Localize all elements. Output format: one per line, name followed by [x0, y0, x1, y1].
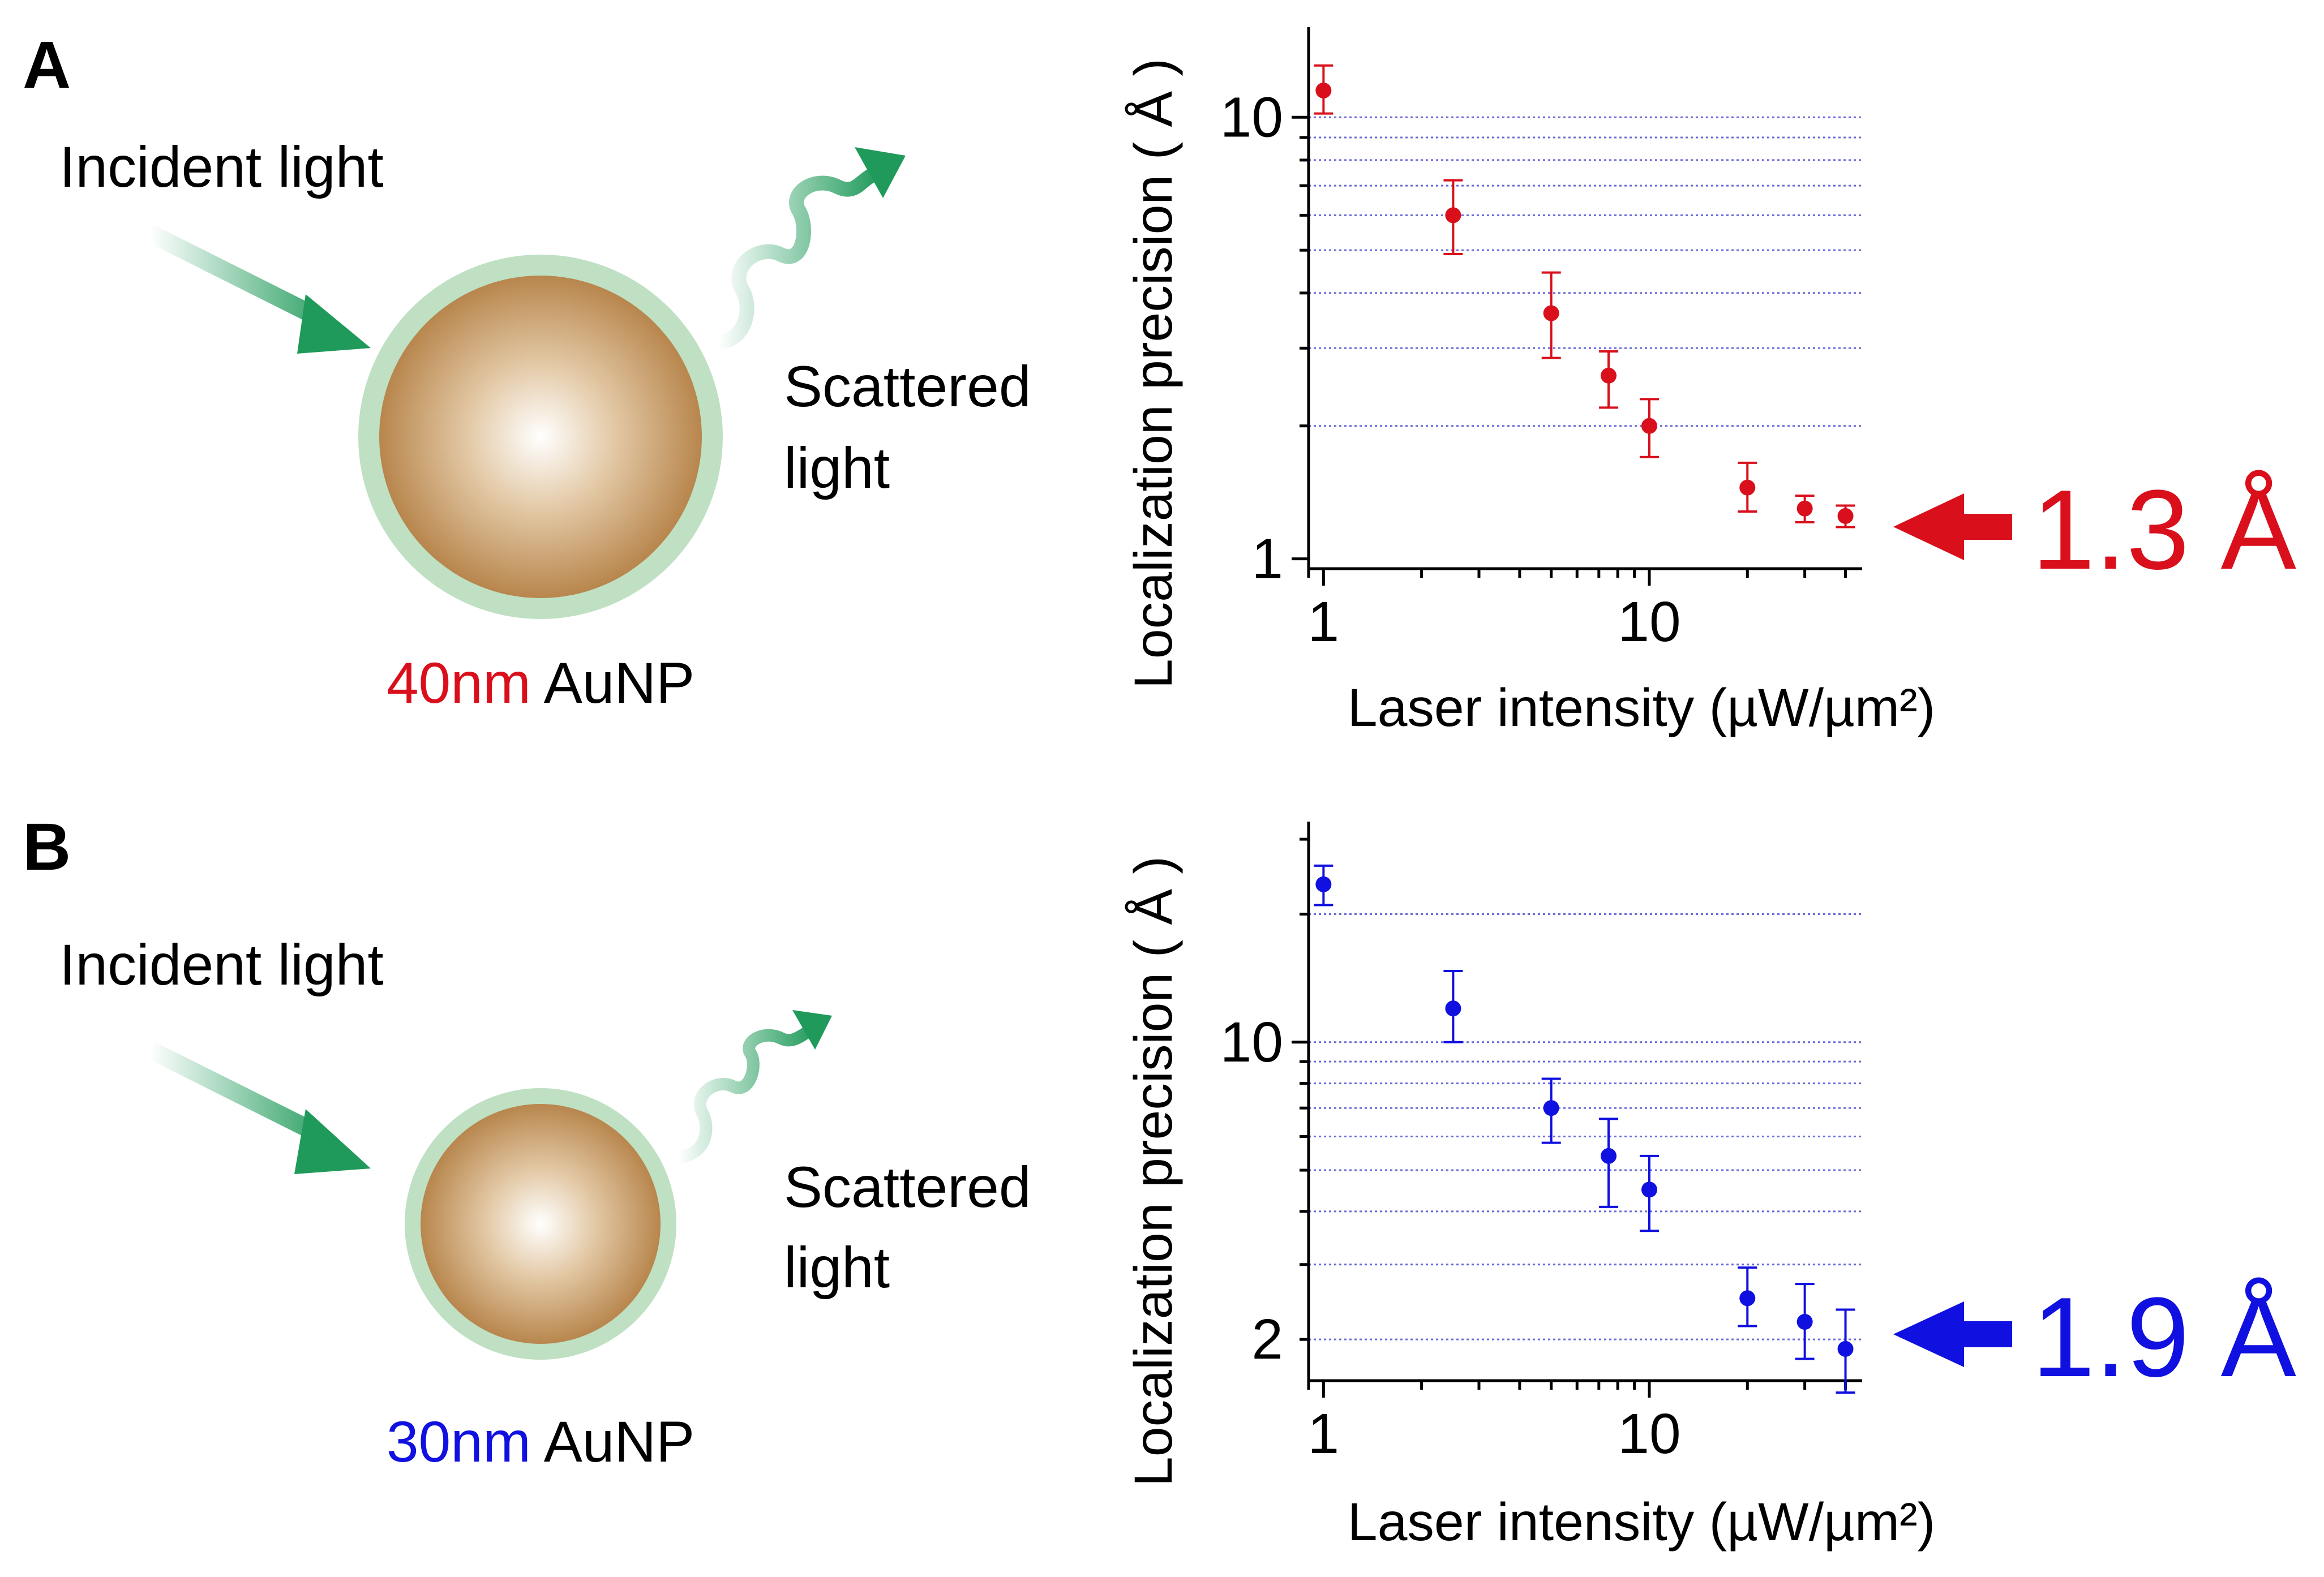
- data-point: [1639, 398, 1659, 458]
- data-point: [1443, 969, 1463, 1043]
- x-tick-label: 1: [1308, 590, 1340, 654]
- data-marker: [1543, 305, 1559, 321]
- data-point: [1639, 1154, 1659, 1232]
- y-tick-label: 2: [1251, 1308, 1283, 1371]
- x-tick-label: 10: [1618, 590, 1680, 654]
- scattered-label-line2: light: [784, 1235, 890, 1300]
- data-marker: [1445, 207, 1461, 224]
- data-marker: [1739, 479, 1756, 496]
- particle-caption: 30nm AuNP: [387, 1410, 694, 1474]
- scattered-label-line2: light: [784, 436, 890, 500]
- data-points: [1314, 64, 1855, 528]
- diagram-b: Incident light Scattered light 30nm AuNP: [59, 933, 1031, 1474]
- axes: 2 10 1 10: [1220, 822, 1862, 1466]
- data-marker: [1641, 418, 1657, 434]
- precision-callout: 1.3 Å: [2032, 467, 2297, 593]
- y-axis-label: Localization precision ( Å ): [1124, 58, 1184, 689]
- scattered-label-line1: Scattered: [784, 354, 1031, 419]
- data-point: [1738, 461, 1757, 513]
- scattered-wave-icon: [673, 1010, 832, 1163]
- grid-lines: [1309, 913, 1862, 1340]
- x-axis-label: Laser intensity (µW/µm²): [1348, 1492, 1936, 1552]
- incident-arrow-icon: [145, 1041, 371, 1174]
- grid-lines: [1309, 116, 1862, 427]
- x-tick-label: 1: [1308, 1402, 1340, 1466]
- axes: 1 10 1 10: [1220, 27, 1862, 654]
- data-marker: [1601, 1148, 1617, 1164]
- incident-light-label: Incident light: [59, 135, 384, 199]
- y-tick-label: 10: [1220, 85, 1283, 149]
- panel-letter-b: B: [23, 810, 71, 884]
- data-point: [1795, 495, 1815, 524]
- scattered-label-line1: Scattered: [784, 1155, 1031, 1219]
- nanoparticle-icon: [358, 255, 723, 619]
- data-point: [1541, 1077, 1561, 1144]
- callout-b: 1.9 Å: [1893, 1274, 2297, 1400]
- data-point: [1738, 1266, 1757, 1327]
- chart-b: 2 10 1 10 Laser intensity (µW/µm²) Localiza…: [1124, 822, 1935, 1552]
- data-marker: [1739, 1290, 1756, 1307]
- data-point: [1795, 1283, 1815, 1360]
- panel-b: B Incident light Scattered light 30nm Au…: [23, 810, 2297, 1552]
- data-point: [1443, 179, 1463, 256]
- data-marker: [1641, 1181, 1657, 1198]
- particle-type-label: AuNP: [544, 1410, 694, 1474]
- left-arrow-icon: [1893, 1301, 2012, 1367]
- panel-a: A Incident light Scattered light 40nm Au…: [23, 27, 2297, 738]
- particle-caption: 40nm AuNP: [387, 651, 694, 715]
- incident-light-label: Incident light: [59, 933, 384, 997]
- scattered-wave-icon: [711, 147, 906, 350]
- data-marker: [1796, 500, 1813, 517]
- precision-callout: 1.9 Å: [2032, 1274, 2297, 1400]
- data-points: [1314, 864, 1855, 1394]
- caption-space: [531, 1410, 544, 1474]
- left-arrow-icon: [1893, 493, 2012, 560]
- diagram-a: Incident light Scattered light 40nm AuNP: [59, 135, 1031, 715]
- x-tick-label: 10: [1618, 1402, 1680, 1466]
- data-marker: [1837, 508, 1854, 524]
- data-marker: [1315, 876, 1332, 892]
- particle-size-label: 40nm: [387, 651, 531, 715]
- data-point: [1541, 271, 1561, 359]
- data-point: [1599, 350, 1619, 409]
- data-marker: [1543, 1100, 1559, 1116]
- x-axis-label: Laser intensity (µW/µm²): [1348, 678, 1936, 738]
- data-marker: [1601, 367, 1617, 384]
- y-tick-label: 10: [1220, 1011, 1283, 1074]
- callout-a: 1.3 Å: [1893, 467, 2297, 593]
- y-tick-label: 1: [1251, 527, 1283, 591]
- nanoparticle-icon: [405, 1088, 676, 1360]
- chart-a: 1 10 1 10 Laser intensity (µW/µm²) Localiza…: [1124, 27, 1935, 738]
- data-point: [1314, 864, 1333, 906]
- data-point: [1836, 1308, 1855, 1394]
- data-marker: [1445, 1000, 1461, 1017]
- data-marker: [1796, 1314, 1813, 1330]
- incident-arrow-icon: [145, 225, 371, 354]
- data-point: [1314, 64, 1333, 115]
- panel-letter-a: A: [23, 28, 71, 102]
- caption-space: [531, 651, 544, 715]
- particle-size-label: 30nm: [387, 1410, 531, 1474]
- y-axis-label: Localization precision ( Å ): [1124, 856, 1184, 1486]
- data-marker: [1837, 1340, 1854, 1357]
- particle-type-label: AuNP: [544, 651, 694, 715]
- data-point: [1836, 504, 1855, 528]
- data-marker: [1315, 82, 1332, 98]
- data-point: [1599, 1118, 1619, 1208]
